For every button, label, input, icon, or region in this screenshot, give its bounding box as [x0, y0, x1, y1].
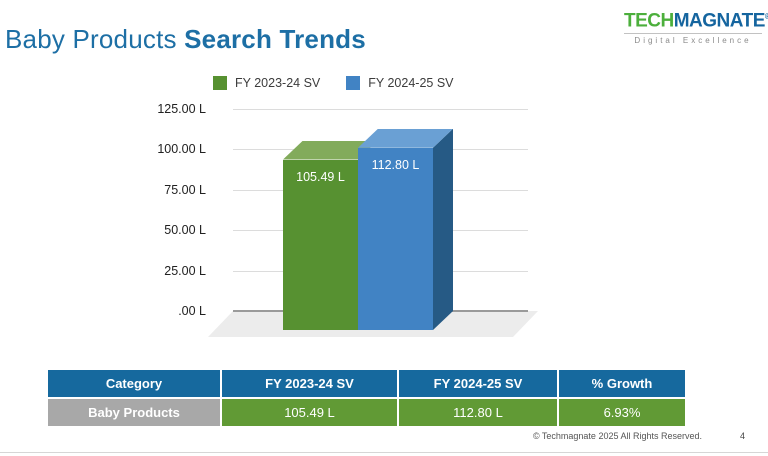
legend-item-fy-2023-24: FY 2023-24 SV — [213, 76, 320, 90]
page-title-bold: Search Trends — [184, 24, 366, 54]
y-axis-tick-125: 125.00 L — [157, 102, 206, 116]
table-cell-fy-2024-25-value: 112.80 L — [399, 399, 557, 426]
table-cell-category: Baby Products — [48, 399, 220, 426]
legend-label: FY 2023-24 SV — [235, 76, 321, 90]
table-header-growth: % Growth — [559, 370, 685, 397]
page-title: Baby Products Search Trends — [5, 24, 366, 55]
table-header-fy-2024-25: FY 2024-25 SV — [399, 370, 557, 397]
table-cell-growth-value: 6.93% — [559, 399, 685, 426]
bar-fy-2024-25-value-label: 112.80 L — [371, 157, 420, 172]
bar-fy-2024-25-front-face[interactable] — [358, 147, 433, 330]
legend-swatch-green-icon — [213, 76, 227, 90]
bar-fy-2023-24-value-label: 105.49 L — [296, 169, 345, 184]
logo-wordmark: TECHMAGNATE® — [624, 7, 768, 32]
bar-fy-2024-25-top-face — [358, 129, 453, 148]
table-header-category: Category — [48, 370, 220, 397]
legend-swatch-blue-icon — [346, 76, 361, 90]
page-title-regular: Baby Products — [5, 24, 185, 54]
chart-legend: FY 2023-24 SV FY 2024-25 SV — [213, 76, 454, 90]
logo-tech-text: TECH — [624, 10, 674, 32]
legend-label: FY 2024-25 SV — [368, 76, 454, 90]
footer-copyright: © Techmagnate 2025 All Rights Reserved. — [532, 431, 702, 441]
logo-tagline: Digital Excellence — [624, 33, 762, 45]
table-header-fy-2023-24: FY 2023-24 SV — [222, 370, 397, 397]
bar-fy-2023-24-top-face — [283, 141, 378, 160]
y-axis-tick-75: 75.00 L — [164, 183, 206, 197]
gridline-125 — [233, 109, 528, 110]
slide-bottom-edge — [0, 452, 768, 453]
techmagnate-logo: TECHMAGNATE® Digital Excellence — [624, 7, 768, 45]
logo-magnate-text: MAGNATE — [673, 10, 766, 32]
y-axis-tick-100: 100.00 L — [157, 142, 206, 156]
registered-mark-icon: ® — [764, 12, 768, 21]
bar-fy-2024-25-side-face — [433, 129, 453, 330]
legend-item-fy-2024-25: FY 2024-25 SV — [346, 76, 454, 90]
footer-page-number: 4 — [739, 431, 745, 441]
table-cell-fy-2023-24-value: 105.49 L — [222, 399, 397, 426]
y-axis-tick-25: 25.00 L — [164, 264, 206, 278]
bar-fy-2023-24-front-face[interactable] — [283, 159, 358, 330]
y-axis-tick-0: .00 L — [178, 304, 206, 318]
summary-table: Category FY 2023-24 SV FY 2024-25 SV % G… — [48, 370, 685, 426]
y-axis-tick-50: 50.00 L — [164, 223, 206, 237]
